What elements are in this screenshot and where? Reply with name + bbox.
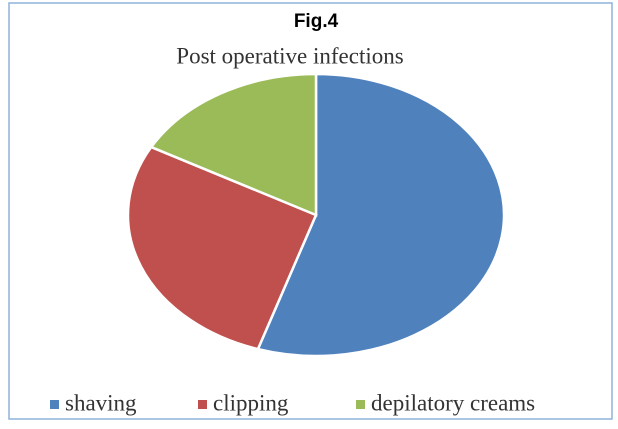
pie-slice [149,72,318,217]
legend-swatch [356,400,365,409]
chart-title: Fig.4 [294,11,339,32]
legend-label: clipping [213,390,289,415]
pie-slice [256,72,506,358]
legend-label: shaving [65,390,137,415]
legend-swatch [50,400,59,409]
legend-label: depilatory creams [371,390,535,415]
chart-subtitle: Post operative infections [176,43,403,68]
pie-slice [126,145,318,351]
legend-swatch [198,400,207,409]
